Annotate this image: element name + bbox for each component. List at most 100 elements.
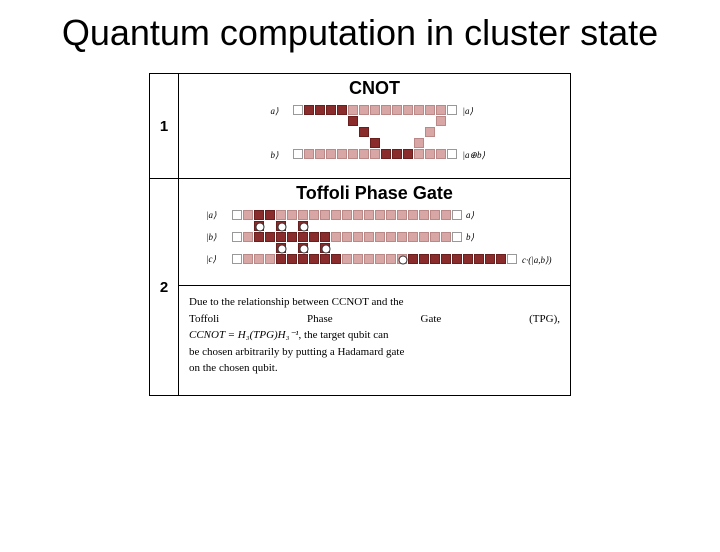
grid-cell [353, 254, 363, 264]
grid-cell [441, 221, 451, 231]
grid-cell [254, 232, 264, 242]
grid-cell [331, 210, 341, 220]
row-labels-column: 1 2 [150, 74, 179, 395]
row-label-2: 2 [150, 178, 178, 395]
grid-cell [474, 210, 484, 220]
grid-cell [392, 116, 402, 126]
grid-cell [436, 105, 446, 115]
grid-cell [353, 232, 363, 242]
grid-cell [447, 116, 457, 126]
grid-cell [331, 221, 341, 231]
grid-cell [315, 105, 325, 115]
grid-cell [386, 221, 396, 231]
grid-cell [320, 221, 330, 231]
grid-cell [441, 210, 451, 220]
measurement-dot [398, 255, 407, 264]
grid-cell [348, 149, 358, 159]
grid-cell [326, 149, 336, 159]
grid-cell [243, 232, 253, 242]
grid-cell [265, 254, 275, 264]
grid-cell [425, 116, 435, 126]
grid-cell [496, 221, 506, 231]
grid-cell [326, 116, 336, 126]
caption-line3-rest: , the target qubit can [299, 329, 389, 341]
grid-cell [337, 149, 347, 159]
grid-cell [337, 138, 347, 148]
io-label: c·(|a,b⟩) [522, 255, 551, 266]
grid-cell [342, 254, 352, 264]
grid-cell [232, 254, 242, 264]
grid-cell [315, 149, 325, 159]
grid-cell [425, 127, 435, 137]
grid-cell [485, 254, 495, 264]
grid-cell [403, 149, 413, 159]
grid-cell [353, 243, 363, 253]
grid-cell [337, 105, 347, 115]
grid-cell [474, 243, 484, 253]
grid-cell [320, 210, 330, 220]
grid-cell [419, 221, 429, 231]
grid-cell [331, 254, 341, 264]
grid-cell [414, 127, 424, 137]
grid-cell [254, 254, 264, 264]
grid-cell [507, 232, 517, 242]
io-label: a⟩ [271, 106, 279, 117]
grid-cell [243, 243, 253, 253]
io-label: b⟩ [466, 232, 474, 243]
grid-cell [364, 232, 374, 242]
panel-toffoli: Toffoli Phase Gate |a⟩|b⟩|c⟩a⟩b⟩c·(|a,b⟩… [179, 179, 570, 286]
grid-cell [414, 105, 424, 115]
grid-cell [342, 210, 352, 220]
grid-cell [353, 210, 363, 220]
grid-cell [375, 221, 385, 231]
caption-text: Due to the relationship between CCNOT an… [179, 286, 570, 387]
measurement-dot [277, 222, 286, 231]
grid-cell [403, 127, 413, 137]
grid-cell [243, 254, 253, 264]
grid-cell [243, 210, 253, 220]
grid-cell [414, 116, 424, 126]
cnot-grid-wrap: a⟩|a⟩b⟩|a⊕b⟩ [179, 101, 570, 167]
caption-line2b: Phase [307, 311, 333, 328]
grid-cell [304, 105, 314, 115]
grid-cell [309, 243, 319, 253]
grid-cell [287, 254, 297, 264]
grid-cell [359, 138, 369, 148]
caption-line2c: Gate [421, 311, 442, 328]
grid-cell [381, 105, 391, 115]
grid-cell [485, 232, 495, 242]
grid-cell [447, 138, 457, 148]
grid-cell [364, 254, 374, 264]
grid-cell [507, 210, 517, 220]
grid-cell [359, 127, 369, 137]
caption-line4: be chosen arbitrarily by putting a Hadam… [189, 346, 404, 358]
grid-cell [381, 149, 391, 159]
grid-cell [276, 254, 286, 264]
grid-cell [315, 138, 325, 148]
grid-cell [430, 232, 440, 242]
grid-cell [309, 210, 319, 220]
grid-cell [375, 243, 385, 253]
grid-cell [430, 210, 440, 220]
grid-cell [304, 127, 314, 137]
grid-cell [370, 149, 380, 159]
grid-cell [287, 243, 297, 253]
grid-cell [293, 105, 303, 115]
grid-cell [419, 210, 429, 220]
grid-cell [254, 243, 264, 253]
grid-cell [337, 127, 347, 137]
grid-cell [364, 210, 374, 220]
grid-cell [397, 221, 407, 231]
grid-cell [309, 232, 319, 242]
grid-cell [507, 221, 517, 231]
grid-cell [320, 254, 330, 264]
panel-caption: Due to the relationship between CCNOT an… [179, 286, 570, 387]
grid-cell [265, 210, 275, 220]
grid-cell [485, 243, 495, 253]
grid-cell [397, 210, 407, 220]
grid-cell [403, 105, 413, 115]
grid-cell [375, 232, 385, 242]
grid-cell [370, 116, 380, 126]
grid-cell [447, 149, 457, 159]
grid-cell [342, 232, 352, 242]
